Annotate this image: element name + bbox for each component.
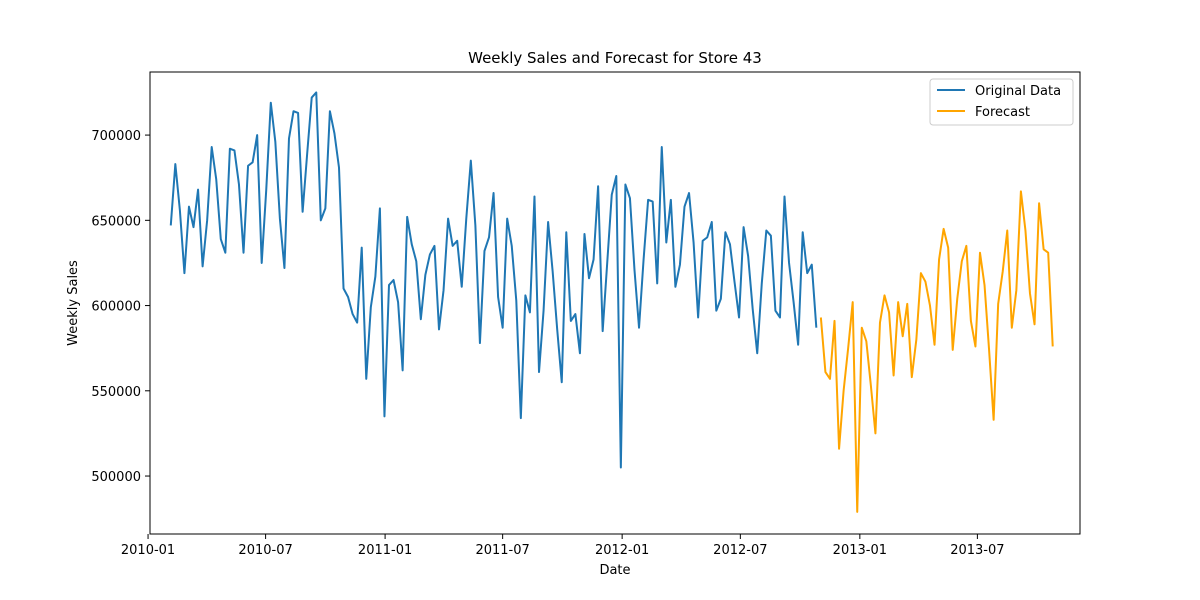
y-axis: 500000 550000 600000 650000 700000 <box>91 129 150 485</box>
y-tick-label: 500000 <box>91 470 141 485</box>
y-tick-label: 550000 <box>91 385 141 400</box>
y-axis-label: Weekly Sales <box>66 260 81 346</box>
x-axis: 2010-01 2010-07 2011-01 2011-07 2012-01 2012-… <box>121 534 1005 558</box>
x-tick-label: 2012-07 <box>713 543 767 558</box>
x-tick-label: 2011-07 <box>475 543 529 558</box>
legend-label-forecast: Forecast <box>975 105 1030 120</box>
x-tick-label: 2013-07 <box>950 543 1004 558</box>
legend-label-original-data: Original Data <box>975 84 1061 99</box>
x-tick-label: 2010-01 <box>121 543 175 558</box>
plot-area-frame <box>149 71 1081 535</box>
x-axis-label: Date <box>599 563 630 578</box>
x-tick-label: 2012-01 <box>595 543 649 558</box>
y-tick-label: 600000 <box>91 300 141 315</box>
x-tick-label: 2013-01 <box>833 543 887 558</box>
series-line-original-data <box>169 91 818 469</box>
x-tick-label: 2011-01 <box>358 543 412 558</box>
y-tick-label: 650000 <box>91 214 141 229</box>
legend: Original Data Forecast <box>929 78 1074 126</box>
legend-box <box>929 78 1074 126</box>
plot-lines <box>169 91 1054 513</box>
chart-title: Weekly Sales and Forecast for Store 43 <box>468 49 762 67</box>
y-tick-label: 700000 <box>91 129 141 144</box>
x-tick-label: 2010-07 <box>238 543 292 558</box>
series-line-forecast <box>819 190 1054 513</box>
